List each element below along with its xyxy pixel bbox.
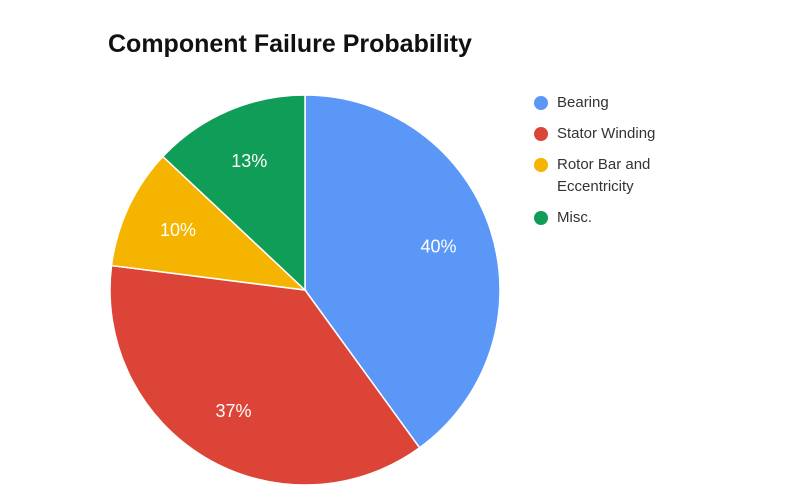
slice-data-label: 37% <box>216 401 252 421</box>
legend-label: Rotor Bar and Eccentricity <box>557 156 651 195</box>
legend-item[interactable]: Misc. <box>534 207 707 229</box>
legend-swatch-icon <box>534 96 548 110</box>
pie-slice-rotor-bar-and-eccentricity[interactable] <box>110 155 308 292</box>
legend-label: Misc. <box>557 209 592 226</box>
legend-swatch-icon <box>534 211 548 225</box>
legend-swatch-icon <box>534 158 548 172</box>
legend-swatch-icon <box>534 127 548 141</box>
legend: Bearing Stator Winding Rotor Bar and Eccen… <box>534 92 707 238</box>
slice-data-label: 40% <box>421 237 457 257</box>
slice-data-label: 10% <box>160 220 196 240</box>
legend-label: Stator Winding <box>557 125 656 142</box>
pie-slice-stator-winding[interactable] <box>109 264 421 486</box>
slice-data-label: 13% <box>231 151 267 171</box>
legend-item[interactable]: Rotor Bar and Eccentricity <box>534 154 707 198</box>
legend-item[interactable]: Stator Winding <box>534 123 707 145</box>
pie-slice-misc[interactable] <box>161 94 306 292</box>
legend-item[interactable]: Bearing <box>534 92 707 114</box>
pie-slice-bearing[interactable] <box>304 94 501 449</box>
legend-label: Bearing <box>557 94 609 111</box>
chart-title: Component Failure Probability <box>108 30 472 58</box>
